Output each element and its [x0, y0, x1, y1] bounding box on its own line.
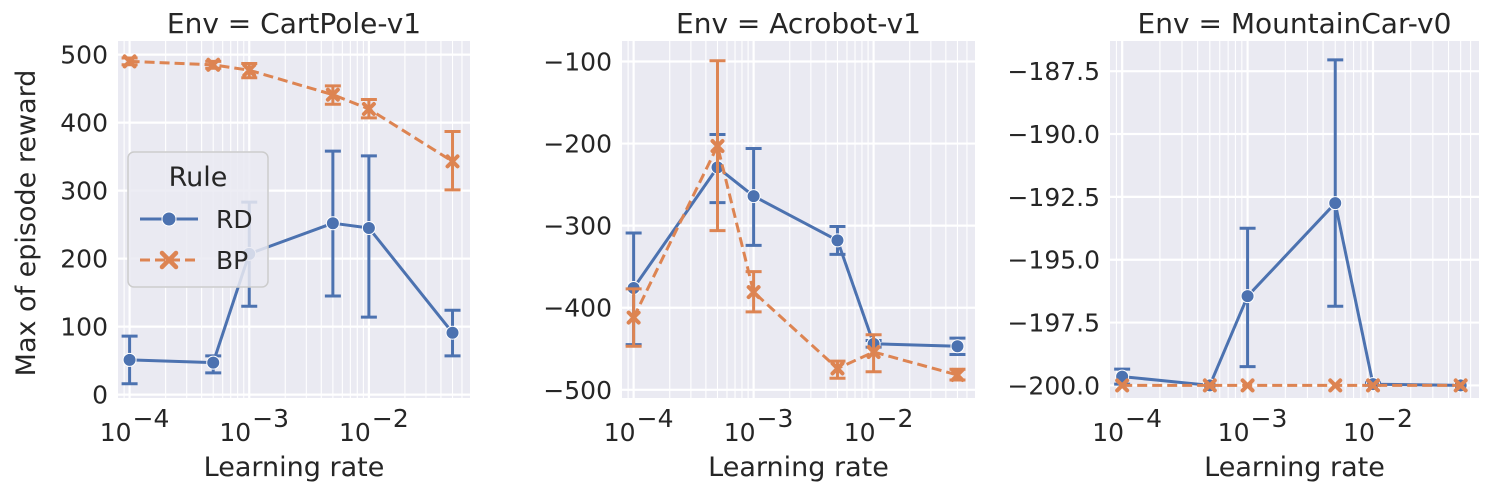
point-rd [206, 355, 221, 370]
x-tick-exponent: −3 [757, 404, 794, 433]
point-bp [242, 63, 257, 78]
y-tick-label: −192.5 [1007, 183, 1100, 212]
series-line-rd [632, 165, 958, 348]
y-tick-label: 500 [60, 41, 108, 70]
x-tick-label: 10 [100, 418, 132, 447]
series-line-rd [1122, 201, 1461, 387]
point-rd [746, 189, 761, 204]
point-bp [710, 139, 725, 154]
y-tick-label: 0 [92, 381, 108, 410]
point-rd [361, 221, 376, 235]
y-tick-label: −200.0 [1007, 371, 1100, 400]
marks [1114, 58, 1468, 393]
point-rd [1328, 196, 1343, 211]
y-tick-label: −200 [543, 130, 612, 159]
panel-mountaincar: −200.0−197.5−195.0−192.5−190.0−187.510 −4… [1007, 7, 1479, 483]
point-bp [1453, 378, 1468, 393]
x-tick-label: 10 [1343, 418, 1375, 447]
y-tick-label: −400 [543, 294, 612, 323]
x-tick-exponent: −4 [1125, 404, 1162, 433]
y-tick-label: −187.5 [1007, 57, 1100, 86]
x-tick-label: 10 [219, 418, 251, 447]
point-rd [122, 352, 137, 367]
x-tick-exponent: −3 [252, 404, 289, 433]
legend-marker-bp [159, 250, 179, 270]
ticks: −200.0−197.5−195.0−192.5−190.0−187.510 −4… [1007, 57, 1412, 447]
legend: Rule RD BP [127, 151, 269, 288]
point-bp [1115, 378, 1130, 393]
point-bp [626, 310, 641, 325]
x-tick-label: 10 [844, 418, 876, 447]
y-tick-label: −190.0 [1007, 120, 1100, 149]
x-axis-label: Learning rate [1204, 452, 1385, 483]
panel-title: Env = MountainCar-v0 [1138, 7, 1452, 40]
plot-area [1110, 41, 1479, 398]
x-tick-label: 10 [1218, 418, 1250, 447]
y-tick-label: −195.0 [1007, 246, 1100, 275]
panel-title: Env = CartPole-v1 [167, 7, 421, 40]
x-tick-label: 10 [604, 418, 636, 447]
series-line-rd [129, 221, 454, 365]
x-tick-exponent: −4 [133, 404, 170, 433]
point-rd [830, 233, 845, 248]
y-tick-label: −197.5 [1007, 309, 1100, 338]
point-rd [1240, 289, 1255, 304]
panel-title: Env = Acrobot-v1 [676, 7, 921, 40]
x-tick-label: 10 [339, 418, 371, 447]
point-bp [746, 285, 761, 300]
marks [625, 59, 966, 383]
y-tick-label: −300 [543, 212, 612, 241]
legend-marker-rd [161, 211, 177, 227]
grid [1110, 41, 1479, 398]
point-bp [325, 87, 340, 102]
point-bp [1366, 378, 1380, 393]
point-bp [866, 345, 881, 360]
legend-label-bp: BP [216, 246, 248, 275]
point-bp [361, 102, 376, 116]
point-bp [1328, 378, 1343, 393]
x-tick-exponent: −2 [877, 404, 914, 433]
point-bp [122, 54, 137, 69]
x-tick-label: 10 [1092, 418, 1124, 447]
series-line-bp [632, 144, 958, 377]
legend-label-rd: RD [216, 205, 253, 234]
y-tick-label: 400 [60, 109, 108, 138]
legend-title: Rule [169, 162, 228, 193]
point-bp [830, 361, 845, 376]
y-tick-label: 100 [60, 313, 108, 342]
y-tick-label: −500 [543, 376, 612, 405]
x-tick-exponent: −2 [372, 404, 409, 433]
point-bp [1240, 378, 1255, 393]
x-axis-label: Learning rate [204, 452, 385, 483]
grid [118, 41, 470, 398]
x-tick-exponent: −4 [637, 404, 674, 433]
series-line-bp [129, 59, 454, 163]
point-bp [950, 368, 965, 383]
point-bp [206, 57, 221, 72]
point-bp [1202, 378, 1217, 393]
x-tick-exponent: −3 [1251, 404, 1288, 433]
point-bp [445, 154, 460, 169]
point-rd [950, 339, 965, 354]
y-tick-label: 200 [60, 245, 108, 274]
y-tick-label: 300 [60, 177, 108, 206]
y-tick-label: −100 [543, 48, 612, 77]
x-tick-exponent: −2 [1376, 404, 1413, 433]
x-axis-label: Learning rate [708, 452, 889, 483]
x-tick-label: 10 [724, 418, 756, 447]
y-axis-label: Max of episode reward [11, 70, 42, 377]
point-rd [325, 216, 340, 231]
point-rd [445, 325, 460, 340]
